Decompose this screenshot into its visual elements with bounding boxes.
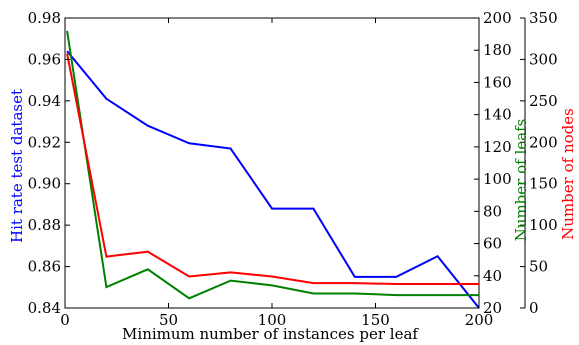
leafs-y-tick-label: 40 [483,267,502,285]
x-tick-label: 100 [258,311,287,329]
leafs-y-tick-label: 160 [483,73,512,91]
nodes-y-tick-label: 350 [529,9,558,27]
nodes-y-tick-label: 0 [529,299,539,317]
series-line-right_inner [66,30,479,300]
x-axis: 0 50 100 150 200 [60,18,493,329]
x-tick-label: 150 [361,311,390,329]
nodes-y-tick-label: 150 [529,175,558,193]
left-y-tick-label: 0.86 [28,258,61,276]
leafs-axis-label: Number of leafs [512,119,530,242]
left-y-axis-label: Hit rate test dataset [8,89,26,243]
leafs-y-tick-label: 180 [483,41,512,59]
left-y-tick-label: 0.94 [28,92,61,110]
plot-area [64,17,480,309]
right-outer-y-axis: 0 50 100 150 200 250 300 350 [520,9,558,317]
left-y-tick-label: 0.92 [28,133,61,151]
leafs-y-tick-label: 80 [483,202,502,220]
x-axis-label: Minimum number of instances per leaf [122,325,419,343]
plot-border [64,17,480,309]
leafs-y-tick-label: 120 [483,138,512,156]
x-tick-label: 50 [159,311,178,329]
nodes-y-tick-label: 100 [529,216,558,234]
x-tick-label: 200 [465,311,494,329]
nodes-y-tick-label: 200 [529,133,558,151]
leafs-y-tick-label: 140 [483,106,512,124]
left-y-tick-label: 0.88 [28,216,61,234]
nodes-y-tick-label: 50 [529,258,548,276]
leafs-y-tick-label: 200 [483,9,512,27]
right-inner-y-axis: 20 40 60 80 100 120 140 160 180 200 [474,9,512,317]
series-line-right_outer [66,53,479,285]
left-y-tick-label: 0.90 [28,175,61,193]
x-tick-label: 0 [60,311,70,329]
nodes-y-tick-label: 250 [529,92,558,110]
leafs-y-tick-label: 60 [483,235,502,253]
nodes-axis-label: Number of nodes [559,108,577,240]
series-line-left [66,50,480,309]
leafs-y-tick-label: 100 [483,170,512,188]
left-y-tick-label: 0.96 [28,50,61,68]
left-y-tick-label: 0.84 [28,299,61,317]
series-layer [66,30,480,309]
leafs-y-tick-label: 20 [483,299,502,317]
left-y-axis: 0.84 0.86 0.88 0.90 0.92 0.94 0.96 0.98 [28,9,70,317]
nodes-y-tick-label: 300 [529,50,558,68]
left-y-tick-label: 0.98 [28,9,61,27]
